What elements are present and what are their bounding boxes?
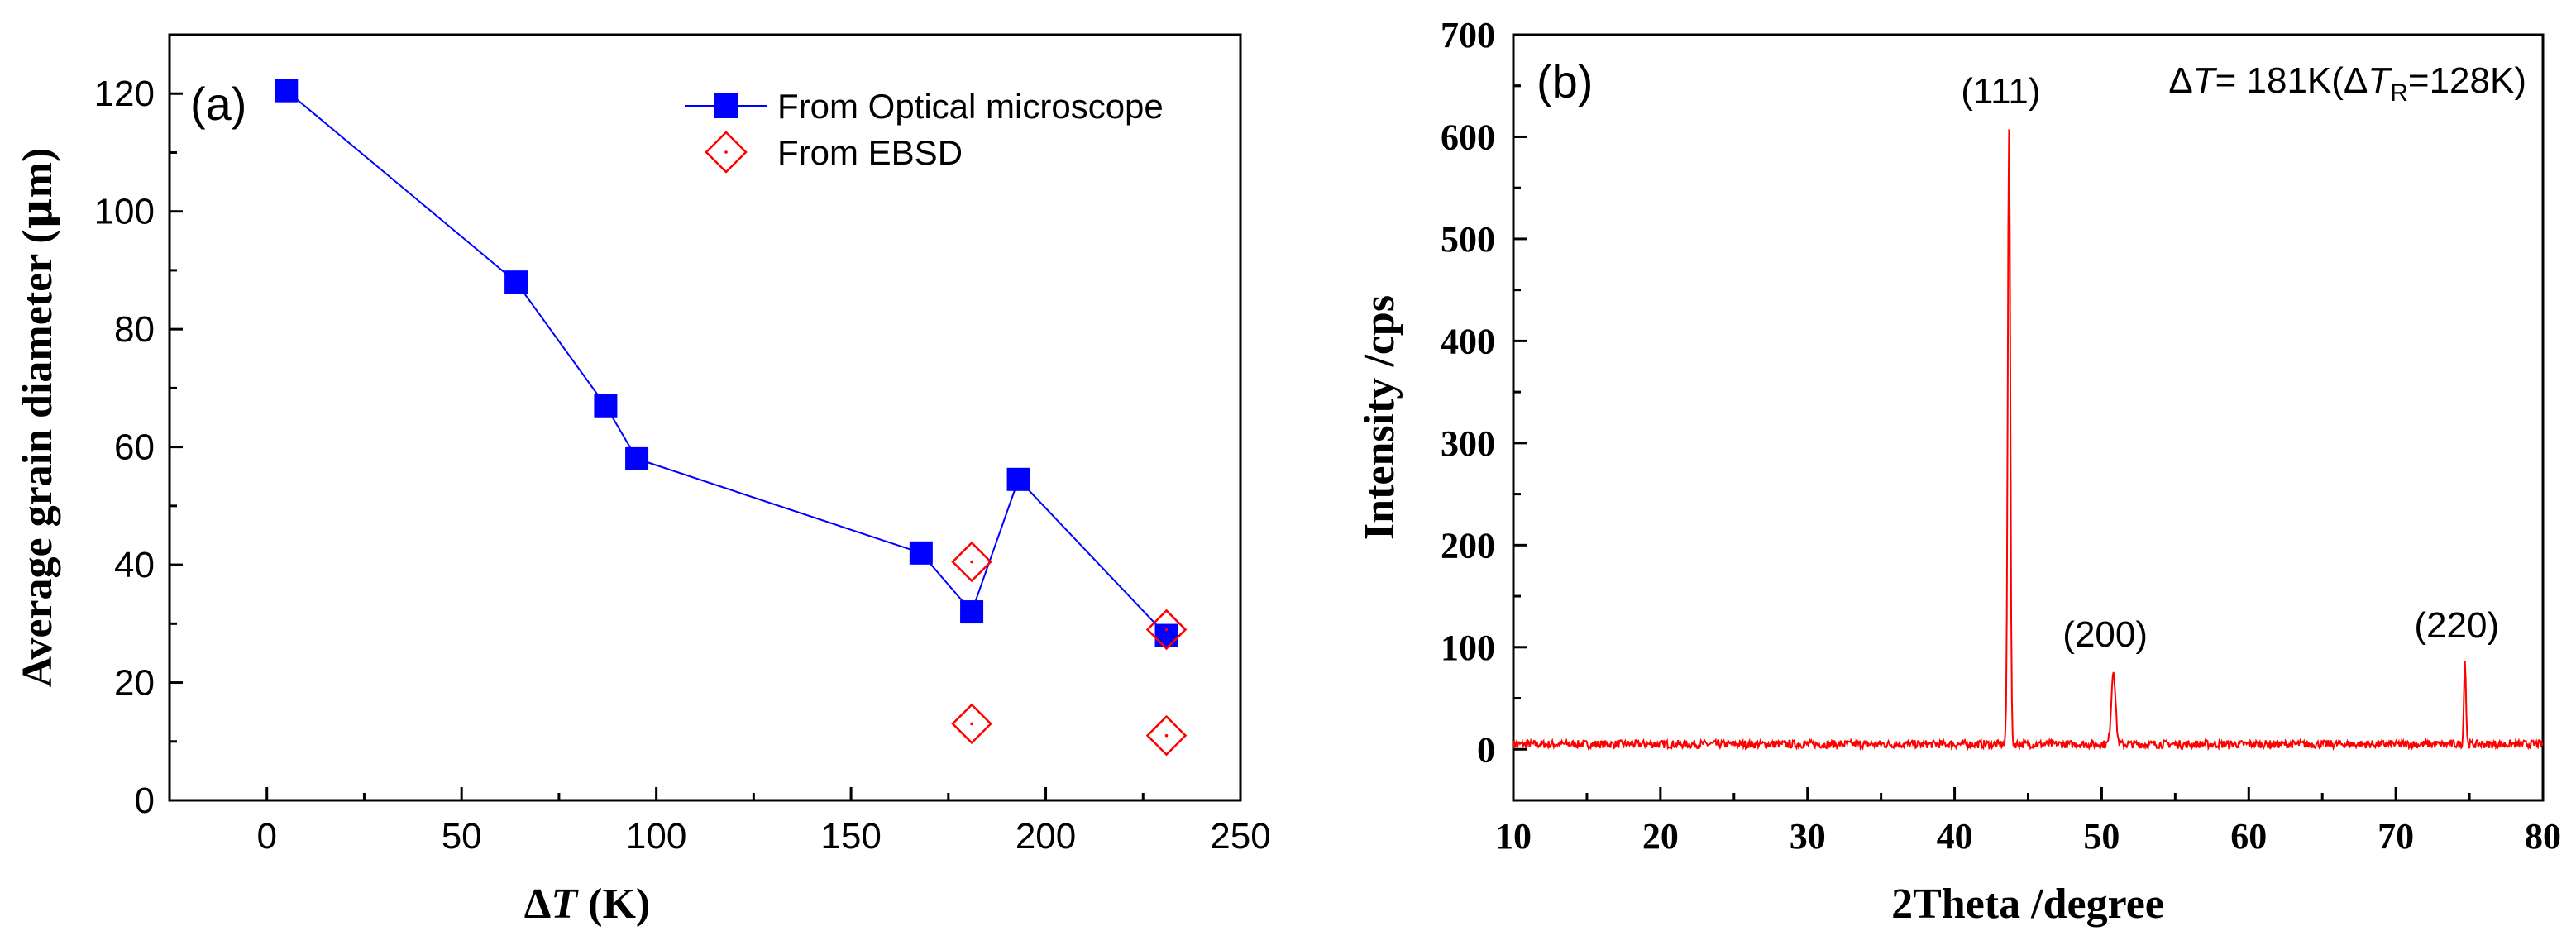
ebsd-point-dot bbox=[1164, 628, 1169, 632]
panel-a-legend: From Optical microscope From EBSD bbox=[685, 87, 1164, 174]
y-tick-label: 0 bbox=[1477, 729, 1495, 770]
y-tick-label: 100 bbox=[94, 192, 155, 232]
x-tick-label: 30 bbox=[1790, 816, 1826, 857]
optical-point bbox=[594, 394, 618, 418]
x-tick-label: 70 bbox=[2378, 816, 2414, 857]
panel-a-x-axis-title: ΔT (K) bbox=[524, 881, 650, 928]
legend-ebsd-marker bbox=[705, 131, 748, 174]
peak-label: (220) bbox=[2414, 605, 2499, 646]
ebsd-point-dot bbox=[970, 560, 973, 564]
y-tick-label: 200 bbox=[1441, 525, 1495, 566]
panel-a-label: (a) bbox=[190, 78, 246, 130]
panel-a-markers bbox=[275, 79, 1188, 757]
ebsd-point-dot bbox=[1164, 733, 1169, 738]
legend-ebsd-label: From EBSD bbox=[777, 133, 963, 172]
y-tick-label: 20 bbox=[114, 663, 155, 704]
panel-b-frame bbox=[1512, 33, 2545, 802]
x-tick-label: 50 bbox=[2083, 816, 2120, 857]
ebsd-point bbox=[1145, 609, 1188, 651]
ebsd-point bbox=[951, 541, 992, 583]
ebsd-point-dot bbox=[970, 722, 973, 726]
peak-label: (200) bbox=[2062, 614, 2148, 655]
panel-b-x-axis-title: 2Theta /degree bbox=[1891, 881, 2164, 928]
panel-b-chart: 10 20 30 40 50 60 70 80 0100200300400500600700 … bbox=[1356, 15, 2561, 928]
panel-a-series-line bbox=[285, 89, 1168, 637]
y-tick-label: 0 bbox=[135, 781, 155, 821]
x-tick-label: 250 bbox=[1210, 816, 1270, 857]
x-tick-label: 100 bbox=[626, 816, 686, 857]
panel-b-xrd-trace bbox=[1513, 129, 2544, 752]
panel-b-annotation: ΔT= 181K(ΔTR=128K) bbox=[2168, 60, 2526, 107]
x-tick-label: 50 bbox=[442, 816, 482, 857]
optical-series-line bbox=[285, 89, 1168, 637]
panel-a-chart: 0 50 100 150 200 250 0 20 40 60 80 100 120 (a) From… bbox=[12, 33, 1271, 928]
legend-ebsd-marker-dot bbox=[724, 150, 728, 154]
panel-a-frame bbox=[168, 33, 1242, 802]
optical-point bbox=[909, 541, 933, 565]
x-tick-label: 80 bbox=[2525, 816, 2561, 857]
y-tick-label: 40 bbox=[114, 545, 155, 585]
y-tick-label: 80 bbox=[114, 309, 155, 350]
x-tick-label: 60 bbox=[2230, 816, 2267, 857]
legend-optical-label: From Optical microscope bbox=[777, 87, 1164, 126]
panel-b-peak-labels: (111) (200) (220) bbox=[1961, 71, 2499, 655]
panel-a-y-axis-title: Average grain diameter (μm) bbox=[12, 148, 62, 688]
x-tick-label: 200 bbox=[1016, 816, 1076, 857]
y-tick-label: 600 bbox=[1441, 117, 1495, 157]
panel-b-y-ticks: 0 100 200 300 400 500 600 700 bbox=[1441, 15, 1527, 802]
y-tick-label: 120 bbox=[94, 74, 155, 114]
optical-point bbox=[1154, 623, 1178, 647]
x-tick-label: 40 bbox=[1937, 816, 1973, 857]
y-tick-label: 500 bbox=[1441, 219, 1495, 260]
panel-b-x-ticks: 10 20 30 40 50 60 70 80 bbox=[1495, 787, 2561, 857]
y-tick-label: 400 bbox=[1441, 321, 1495, 361]
y-tick-label: 700 bbox=[1441, 15, 1495, 55]
ebsd-point bbox=[951, 703, 992, 745]
x-tick-label: 0 bbox=[256, 816, 276, 857]
ebsd-point bbox=[1145, 714, 1188, 757]
optical-point bbox=[960, 600, 984, 624]
optical-point bbox=[1006, 467, 1030, 491]
optical-point bbox=[275, 79, 299, 103]
panel-a-x-ticks: 0 50 100 150 200 250 bbox=[168, 787, 1271, 857]
legend-optical-marker bbox=[714, 93, 738, 118]
peak-label: (111) bbox=[1961, 71, 2040, 112]
x-tick-label: 150 bbox=[820, 816, 881, 857]
panel-b-label: (b) bbox=[1537, 55, 1593, 107]
x-tick-label: 20 bbox=[1642, 816, 1679, 857]
y-tick-label: 60 bbox=[114, 427, 155, 468]
y-tick-label: 100 bbox=[1441, 628, 1495, 668]
panel-b-y-axis-title: Intensity /cps bbox=[1356, 295, 1403, 540]
optical-point bbox=[504, 270, 528, 294]
optical-point bbox=[625, 446, 649, 470]
y-tick-label: 300 bbox=[1441, 423, 1495, 464]
x-tick-label: 10 bbox=[1495, 816, 1532, 857]
panel-a-y-ticks: 0 20 40 60 80 100 120 bbox=[94, 33, 183, 821]
